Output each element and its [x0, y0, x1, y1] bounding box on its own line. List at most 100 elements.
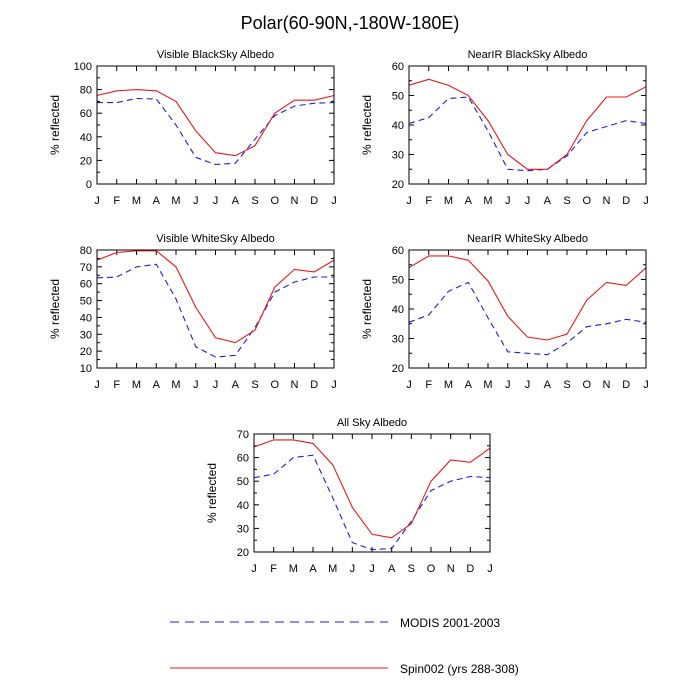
x-tick-label: D [622, 195, 630, 207]
x-tick-label: F [113, 195, 120, 207]
y-tick-label: 30 [80, 329, 92, 341]
x-tick-label: N [603, 195, 611, 207]
x-tick-label: O [270, 379, 279, 391]
y-tick-label: 20 [237, 547, 249, 559]
x-tick-label: N [291, 379, 299, 391]
y-tick-label: 20 [80, 155, 92, 167]
series-line-spin002 [408, 78, 647, 170]
x-tick-label: A [309, 563, 317, 575]
x-tick-label: J [94, 195, 100, 207]
y-tick-label: 30 [392, 334, 404, 346]
x-tick-label: S [408, 563, 415, 575]
figure-title: Polar(60-90N,-180W-180E) [241, 13, 460, 33]
y-tick-label: 20 [392, 363, 404, 375]
y-tick-label: 60 [392, 245, 404, 257]
x-tick-label: A [388, 563, 396, 575]
series-line-modis [253, 454, 491, 551]
y-axis-label: % reflected [360, 95, 374, 155]
x-tick-label: J [505, 195, 511, 207]
y-axis-label: % reflected [360, 279, 374, 339]
chart-panel-1: Visible BlackSky Albedo % reflected 0 20 40 6… [48, 49, 337, 207]
x-tick-label: D [310, 379, 318, 391]
x-tick-label: N [447, 563, 455, 575]
x-tick-label: M [289, 563, 298, 575]
y-tick-label: 60 [237, 453, 249, 465]
x-tick-label: F [270, 563, 277, 575]
x-tick-label: J [193, 195, 199, 207]
x-tick-label: O [427, 563, 436, 575]
y-tick-label: 40 [237, 500, 249, 512]
x-tick-label: J [643, 195, 649, 207]
y-tick-label: 80 [80, 85, 92, 97]
x-tick-label: J [350, 563, 356, 575]
x-tick-label: J [213, 195, 219, 207]
plot-frame [96, 249, 335, 369]
x-tick-label: A [232, 195, 240, 207]
series-line-spin002 [96, 250, 335, 344]
panel-title: Visible BlackSky Albedo [157, 49, 274, 61]
x-tick-label: S [251, 195, 258, 207]
x-tick-label: A [544, 195, 552, 207]
plot-frame [96, 65, 335, 185]
y-axis-label: % reflected [205, 463, 219, 523]
x-tick-label: O [582, 379, 591, 391]
x-tick-label: J [406, 195, 412, 207]
panel-title: Visible WhiteSky Albedo [156, 233, 274, 245]
y-tick-label: 50 [237, 476, 249, 488]
x-tick-label: J [505, 379, 511, 391]
x-tick-label: M [483, 195, 492, 207]
x-tick-label: J [643, 379, 649, 391]
y-tick-label: 30 [237, 523, 249, 535]
series-line-spin002 [408, 255, 647, 341]
x-tick-label: J [487, 563, 493, 575]
legend-label-spin002: Spin002 (yrs 288-308) [400, 662, 519, 676]
chart-panels: Visible BlackSky Albedo % reflected 0 20 40 6… [48, 49, 649, 575]
y-axis-label: % reflected [48, 279, 62, 339]
panel-title: NearIR BlackSky Albedo [468, 49, 588, 61]
x-tick-label: M [444, 379, 453, 391]
legend-label-modis: MODIS 2001-2003 [400, 616, 500, 630]
y-tick-label: 50 [392, 91, 404, 103]
x-tick-label: D [622, 379, 630, 391]
chart-panel-3: Visible WhiteSky Albedo % reflected 10 20 30… [48, 233, 337, 391]
x-tick-label: M [132, 195, 141, 207]
x-tick-label: O [270, 195, 279, 207]
x-tick-label: M [444, 195, 453, 207]
y-tick-label: 30 [392, 150, 404, 162]
series-line-spin002 [96, 89, 335, 157]
y-tick-label: 60 [80, 108, 92, 120]
x-tick-label: A [153, 195, 161, 207]
x-tick-label: S [251, 379, 258, 391]
y-tick-label: 70 [80, 262, 92, 274]
y-tick-label: 50 [80, 296, 92, 308]
y-tick-label: 40 [80, 132, 92, 144]
series-line-modis [408, 281, 647, 356]
x-tick-label: A [153, 379, 161, 391]
x-tick-label: J [331, 195, 337, 207]
y-tick-label: 20 [80, 346, 92, 358]
x-tick-label: A [544, 379, 552, 391]
y-tick-label: 40 [392, 304, 404, 316]
x-tick-label: J [525, 195, 531, 207]
x-tick-label: M [328, 563, 337, 575]
x-tick-label: N [603, 379, 611, 391]
panel-title: All Sky Albedo [337, 417, 407, 429]
chart-panel-4: NearIR WhiteSky Albedo % reflected 20 30 40 5… [360, 233, 649, 391]
x-tick-label: M [171, 195, 180, 207]
x-tick-label: F [113, 379, 120, 391]
panel-title: NearIR WhiteSky Albedo [467, 233, 588, 245]
x-tick-label: A [465, 195, 473, 207]
y-tick-label: 70 [237, 429, 249, 441]
chart-panel-2: NearIR BlackSky Albedo % reflected 20 30 40 5… [360, 49, 649, 207]
x-tick-label: F [425, 195, 432, 207]
y-tick-label: 0 [86, 179, 92, 191]
x-tick-label: M [132, 379, 141, 391]
x-tick-label: J [193, 379, 199, 391]
series-line-spin002 [253, 439, 491, 539]
x-tick-label: M [483, 379, 492, 391]
x-tick-label: D [310, 195, 318, 207]
x-tick-label: J [94, 379, 100, 391]
x-tick-label: J [331, 379, 337, 391]
x-tick-label: S [563, 379, 570, 391]
